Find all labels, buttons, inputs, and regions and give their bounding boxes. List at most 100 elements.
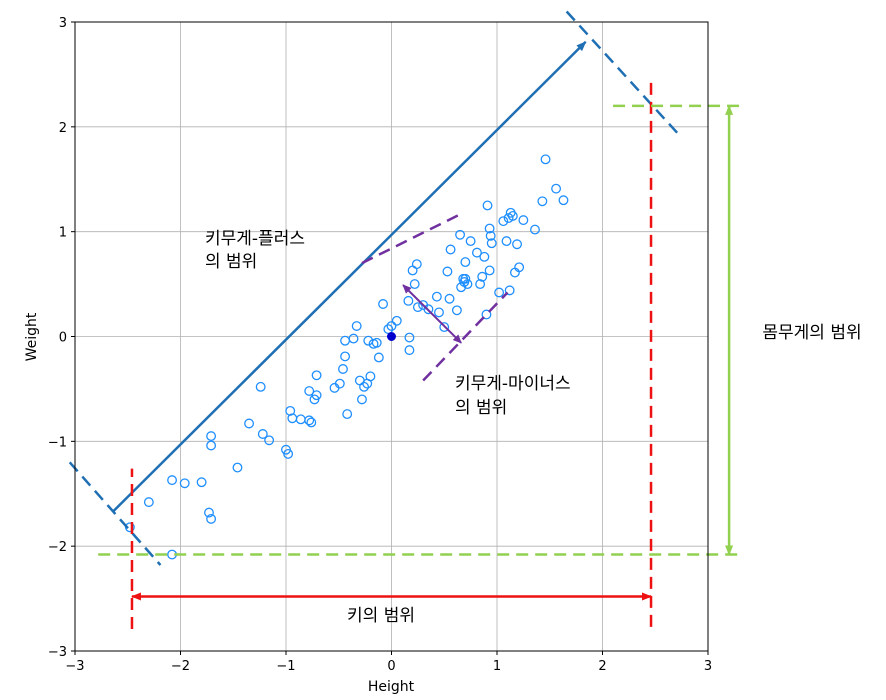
data-point [537, 196, 548, 207]
data-point [444, 293, 455, 304]
data-point [306, 417, 317, 428]
data-point [179, 478, 190, 489]
data-point [304, 415, 315, 426]
data-point [411, 259, 422, 270]
plus-range-dashed-line [565, 10, 680, 136]
data-point [479, 251, 490, 262]
data-point [304, 386, 315, 396]
data-point [460, 273, 471, 284]
data-point [404, 332, 415, 343]
data-point [465, 236, 476, 247]
data-point [434, 307, 444, 318]
minus-range-label-line2: 의 범위 [455, 398, 507, 418]
data-point [386, 321, 397, 331]
y-tick-label: 1 [59, 226, 67, 241]
data-point [295, 414, 306, 425]
data-point [311, 370, 322, 381]
data-point [451, 305, 462, 316]
data-point [494, 287, 505, 298]
data-point [257, 429, 268, 439]
data-points [124, 154, 569, 560]
data-point [206, 513, 217, 524]
minus-range-label-line1: 키무게-마이너스 [455, 374, 571, 394]
data-point [357, 394, 367, 405]
data-point [206, 440, 217, 451]
center-point [387, 332, 396, 341]
x-tick-label: 2 [598, 659, 606, 674]
data-point [512, 239, 522, 250]
height-range-label: 키의 범위 [347, 606, 415, 626]
data-point [143, 497, 154, 508]
data-point [486, 238, 497, 249]
plus-range-label-line1: 키무게-플러스 [205, 229, 305, 249]
plus-range-arrow [112, 41, 587, 513]
plus-range-label-line2: 의 범위 [205, 252, 257, 272]
data-point [462, 279, 473, 290]
data-point [558, 195, 569, 206]
data-point [409, 279, 420, 290]
data-point [501, 236, 512, 247]
data-point [498, 216, 509, 227]
data-point [206, 431, 217, 442]
x-tick-label: 1 [493, 659, 501, 674]
data-point [472, 247, 482, 258]
x-tick-label: −3 [65, 659, 84, 674]
x-tick-label: −1 [276, 659, 295, 674]
data-point [431, 291, 442, 302]
x-tick-label: −2 [171, 659, 190, 674]
weight-range-label: 몸무게의 범위 [762, 323, 861, 343]
data-point [244, 418, 255, 429]
data-point [530, 224, 540, 235]
y-tick-label: 3 [59, 16, 67, 31]
data-point [334, 378, 345, 389]
data-point [445, 244, 456, 255]
data-point [442, 266, 453, 277]
data-point [232, 462, 243, 473]
data-point [485, 230, 496, 241]
data-point [378, 299, 389, 309]
data-point [264, 435, 275, 446]
data-point [283, 448, 294, 459]
data-point [404, 345, 415, 356]
annotations [68, 10, 743, 629]
data-point [475, 279, 486, 290]
y-tick-label: −1 [48, 435, 67, 450]
data-point [365, 371, 376, 382]
data-point [540, 154, 551, 165]
data-point [373, 352, 384, 363]
data-point [505, 207, 516, 218]
axis-ticks: −3 −2 −1 0 1 2 3 −3 −2 −1 0 1 2 3 [48, 16, 712, 674]
x-axis-label: Height [368, 679, 415, 695]
data-point [391, 315, 402, 326]
y-tick-label: −3 [48, 645, 67, 660]
data-point [285, 405, 296, 416]
y-tick-label: 0 [59, 331, 67, 346]
data-point [351, 321, 362, 331]
data-point [255, 381, 266, 392]
data-point [477, 271, 488, 282]
data-point [484, 265, 495, 276]
data-point [518, 215, 529, 226]
data-point [340, 351, 351, 362]
y-axis-label: Weight [24, 312, 40, 361]
y-tick-label: −2 [48, 540, 67, 555]
minus-range-dashed-line [422, 291, 509, 382]
data-point [340, 335, 351, 346]
data-point [196, 477, 207, 488]
data-point [407, 265, 418, 276]
data-point [348, 333, 359, 344]
x-tick-label: 3 [704, 659, 712, 674]
data-point [403, 295, 414, 306]
data-point [484, 223, 495, 234]
data-point [551, 183, 562, 194]
minus-range-arrow [402, 284, 462, 344]
minus-range-dashed-line [361, 211, 464, 265]
data-point [359, 381, 370, 392]
data-point [342, 409, 353, 420]
data-point [455, 229, 466, 240]
data-point [311, 390, 322, 401]
data-point [167, 475, 178, 486]
data-point [481, 309, 492, 320]
data-point [507, 210, 518, 221]
